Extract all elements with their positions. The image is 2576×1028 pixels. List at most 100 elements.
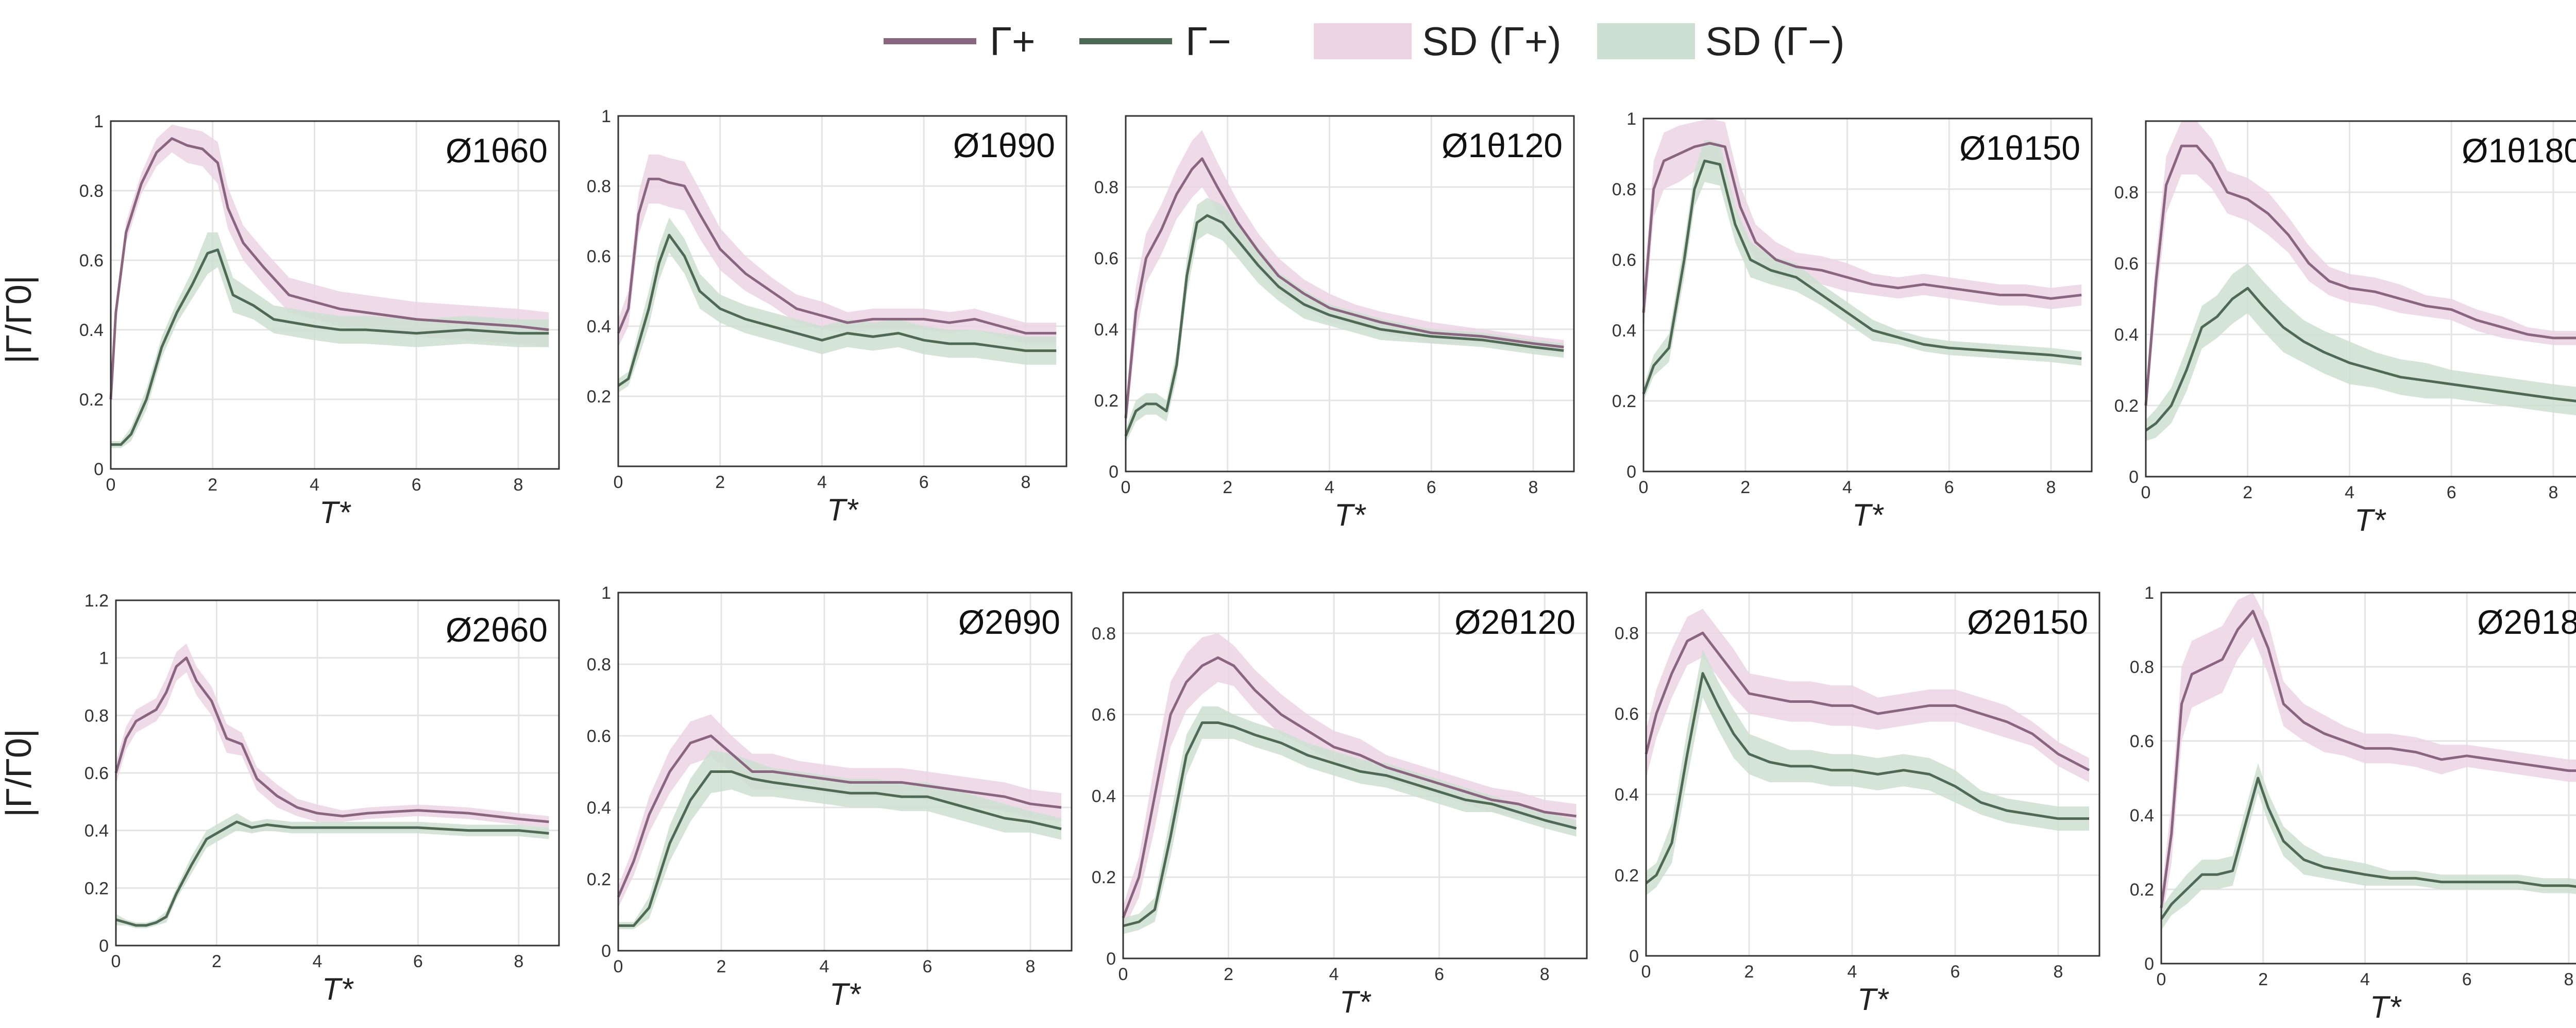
- x-tick-label: 4: [820, 957, 829, 976]
- series-line-gamma-minus: [2160, 777, 2576, 920]
- sd-band-gamma-minus: [618, 750, 1061, 930]
- y-tick-label: 0.2: [587, 870, 611, 889]
- y-tick-label: 0.8: [587, 177, 611, 196]
- y-tick-label: 0.2: [1094, 391, 1118, 411]
- series-line-gamma-plus: [617, 177, 1057, 335]
- x-tick-label: 4: [1848, 962, 1857, 982]
- plot-frame: [617, 592, 1073, 952]
- y-tick-label: 0.6: [1612, 250, 1636, 270]
- plot-frame: [115, 599, 560, 947]
- y-tick-label: 0: [1106, 949, 1116, 969]
- legend-label-gamma-plus: Γ+: [990, 18, 1036, 64]
- y-tick-label: 0.6: [2114, 254, 2139, 274]
- sd-band-gamma-plus: [1126, 130, 1564, 433]
- x-axis-label: T*: [322, 972, 354, 1006]
- y-tick-label: 0.8: [2114, 183, 2139, 203]
- x-tick-label: 4: [312, 952, 322, 971]
- panel-title: Ø1θ60: [446, 131, 548, 170]
- x-tick-label: 0: [614, 957, 623, 976]
- y-tick-label: 0.4: [1612, 321, 1636, 341]
- plot-frame: [617, 115, 1067, 467]
- x-axis-label: T*: [2370, 990, 2402, 1024]
- legend-swatch-gamma-minus: [1079, 38, 1172, 44]
- legend-label-sd-minus: SD (Γ−): [1705, 18, 1845, 64]
- sd-band-gamma-minus: [111, 232, 549, 448]
- y-tick-label: 0.6: [2130, 732, 2154, 751]
- x-tick-label: 2: [1223, 478, 1232, 497]
- panel-title: Ø1θ180: [2462, 131, 2576, 170]
- x-axis-label: T*: [1852, 498, 1884, 532]
- y-tick-label: 0.6: [1094, 249, 1118, 268]
- x-tick-label: 8: [1021, 473, 1030, 492]
- series-line-gamma-minus: [617, 233, 1057, 387]
- x-tick-label: 8: [2046, 478, 2056, 497]
- x-tick-label: 4: [310, 475, 319, 495]
- y-tick-label: 0.6: [84, 764, 109, 783]
- y-tick-label: 0.6: [587, 247, 611, 266]
- y-tick-label: 0.2: [84, 879, 109, 898]
- series-line-gamma-plus: [1642, 142, 2082, 313]
- y-axis-label: |Γ/Γ0|: [0, 275, 39, 364]
- x-tick-label: 6: [2462, 970, 2472, 989]
- panel: 0 2 4 6 8 0 0.2 0.4 0.6 0.8 1 T* Ø2θ180: [2130, 583, 2576, 1024]
- legend-swatch-sd-minus: [1597, 23, 1695, 59]
- y-tick-label: 0.2: [587, 387, 611, 407]
- y-tick-label: 0.4: [1092, 786, 1116, 806]
- series-line-gamma-plus: [2160, 610, 2576, 908]
- plot-frame: [1645, 592, 2100, 957]
- legend-label-sd-plus: SD (Γ+): [1422, 18, 1562, 64]
- panel: 0 2 4 6 8 0 0.2 0.4 0.6 0.8 T* Ø2θ120: [1092, 592, 1588, 1019]
- y-tick-label: 0.6: [79, 251, 104, 271]
- y-tick-label: 0: [1629, 947, 1639, 966]
- x-axis-label: T*: [1340, 985, 1371, 1019]
- legend-label-gamma-minus: Γ−: [1185, 18, 1231, 64]
- x-tick-label: 4: [817, 473, 827, 492]
- y-tick-label: 0: [1109, 462, 1118, 482]
- x-axis-label: T*: [827, 493, 859, 527]
- y-tick-label: 1: [601, 583, 611, 603]
- x-tick-label: 6: [923, 957, 933, 976]
- x-tick-label: 6: [1434, 965, 1444, 984]
- sd-band-gamma-minus: [618, 217, 1057, 393]
- x-tick-label: 0: [106, 475, 116, 495]
- x-tick-label: 0: [1639, 478, 1649, 497]
- y-tick-label: 1: [1626, 109, 1636, 129]
- x-tick-label: 0: [111, 952, 121, 971]
- x-tick-label: 6: [1427, 478, 1436, 497]
- series-line-gamma-minus: [618, 770, 1062, 927]
- x-tick-label: 4: [1325, 478, 1334, 497]
- x-tick-label: 0: [1641, 962, 1651, 982]
- y-tick-label: 1: [94, 112, 104, 131]
- panel-title: Ø1θ120: [1442, 126, 1563, 164]
- legend-swatch-sd-plus: [1314, 23, 1412, 59]
- panel-title: Ø2θ180: [2477, 603, 2576, 641]
- panel: 0 2 4 6 8 0.2 0.4 0.6 0.8 1 T* Ø1θ90: [587, 107, 1067, 527]
- panel: 0 2 4 6 8 0 0.2 0.4 0.6 0.8 T* Ø1θ180: [2114, 120, 2576, 537]
- plot-frame: [1122, 592, 1588, 959]
- series-line-gamma-plus: [1122, 656, 1577, 919]
- y-tick-label: 0.4: [587, 317, 611, 336]
- y-tick-label: 0.2: [2114, 396, 2139, 416]
- legend: Γ+ Γ− SD (Γ+) SD (Γ−): [0, 0, 2576, 82]
- series-line-gamma-plus: [2144, 144, 2576, 406]
- x-tick-label: 4: [1329, 965, 1339, 984]
- y-tick-label: 0: [2129, 467, 2139, 487]
- x-axis-label: T*: [2354, 503, 2386, 537]
- x-tick-label: 2: [212, 952, 222, 971]
- panel: 0 2 4 6 8 0 0.2 0.4 0.6 0.8 1 T* Ø1θ150: [1612, 109, 2093, 532]
- x-axis-label: T*: [319, 495, 351, 530]
- x-axis-label: T*: [1334, 498, 1366, 532]
- x-tick-label: 2: [2243, 483, 2252, 502]
- series-line-gamma-plus: [1124, 157, 1564, 418]
- x-tick-label: 8: [513, 475, 523, 495]
- y-tick-label: 0.8: [587, 655, 611, 675]
- x-tick-label: 0: [1121, 478, 1131, 497]
- panel-title: Ø2θ60: [446, 611, 548, 649]
- y-axis-label: |Γ/Γ0|: [0, 729, 39, 817]
- y-tick-label: 0: [1626, 462, 1636, 482]
- series-line-gamma-plus: [114, 656, 549, 823]
- series-line-gamma-plus: [617, 734, 1062, 898]
- legend-item-sd-plus: SD (Γ+): [1314, 15, 1562, 67]
- series-line-gamma-minus: [1124, 214, 1564, 436]
